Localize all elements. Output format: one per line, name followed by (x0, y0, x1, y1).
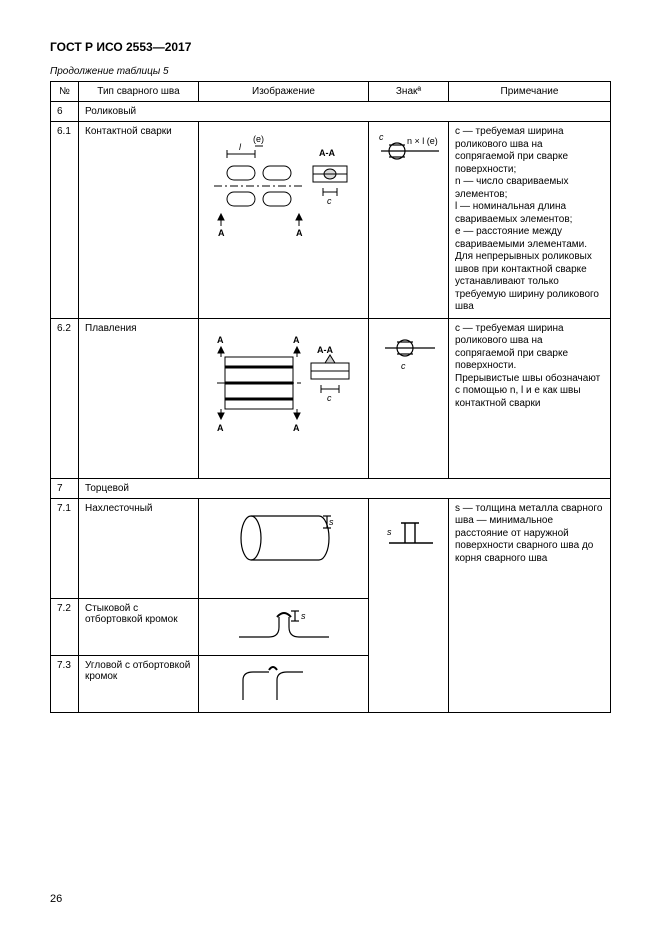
svg-text:А: А (296, 228, 303, 238)
cell-6-2-note: c — требуемая ширина роликового шва на с… (449, 318, 611, 478)
diagram-7-2: s (229, 603, 339, 648)
table-header-row: № Тип сварного шва Изображение Знакª При… (51, 82, 611, 102)
diagram-6-1: l (e) А А А-А (209, 126, 359, 249)
cell-7-type: Торцевой (79, 478, 611, 498)
cell-6-1-image: l (e) А А А-А (199, 122, 369, 319)
svg-text:s: s (387, 527, 392, 537)
cell-7-note: s — толщина металла сварного шва — миним… (449, 498, 611, 712)
col-header-note: Примечание (449, 82, 611, 102)
symbol-seam-icon: c (375, 323, 445, 373)
section-row-6: 6 Роликовый (51, 102, 611, 122)
cell-6-1-num: 6.1 (51, 122, 79, 319)
col-header-image: Изображение (199, 82, 369, 102)
svg-text:c: c (327, 393, 332, 403)
cell-6-2-sign: c (369, 318, 449, 478)
doc-header: ГОСТ Р ИСО 2553—2017 (50, 40, 611, 54)
col-header-num: № (51, 82, 79, 102)
svg-text:А: А (293, 335, 300, 345)
cell-7-2-type: Стыковой с отбортовкой кромок (79, 598, 199, 655)
cell-7-1-num: 7.1 (51, 498, 79, 598)
cell-7-2-image: s (199, 598, 369, 655)
cell-6-1-type: Контактной сварки (79, 122, 199, 319)
svg-text:n × l (e): n × l (e) (407, 136, 438, 146)
svg-text:s: s (301, 611, 306, 621)
cell-7-3-num: 7.3 (51, 655, 79, 712)
svg-text:А-А: А-А (319, 148, 335, 158)
row-7-1: 7.1 Нахлесточный (51, 498, 611, 598)
cell-6-1-sign: c n × l (e) (369, 122, 449, 319)
svg-text:c: c (327, 196, 332, 206)
svg-text:s: s (329, 517, 334, 527)
svg-text:c: c (379, 132, 384, 142)
table-caption: Продолжение таблицы 5 (50, 66, 611, 77)
weld-table: № Тип сварного шва Изображение Знакª При… (50, 81, 611, 713)
diagram-7-3 (229, 660, 339, 705)
svg-text:c: c (401, 361, 406, 371)
cell-7-num: 7 (51, 478, 79, 498)
row-6-1: 6.1 Контактной сварки (51, 122, 611, 319)
page-number: 26 (50, 893, 62, 905)
svg-text:А: А (293, 423, 300, 433)
svg-text:А: А (217, 335, 224, 345)
symbol-seam-icon: c n × l (e) (375, 126, 445, 176)
cell-6-2-image: А А А А А-А (199, 318, 369, 478)
cell-7-sign: s (369, 498, 449, 712)
col-header-sign: Знакª (369, 82, 449, 102)
cell-7-1-image: s (199, 498, 369, 598)
svg-text:А-А: А-А (317, 345, 333, 355)
cell-7-1-type: Нахлесточный (79, 498, 199, 598)
cell-6-2-num: 6.2 (51, 318, 79, 478)
svg-text:А: А (217, 423, 224, 433)
cell-6-type: Роликовый (79, 102, 611, 122)
cell-6-1-note: c — требуемая ширина роликового шва на с… (449, 122, 611, 319)
diagram-6-2: А А А А А-А (209, 323, 359, 446)
cell-7-2-num: 7.2 (51, 598, 79, 655)
cell-7-3-image (199, 655, 369, 712)
svg-text:А: А (218, 228, 225, 238)
cell-6-2-type: Плавления (79, 318, 199, 478)
diagram-7-1: s (229, 503, 339, 573)
cell-7-3-type: Угловой с отбортовкой кромок (79, 655, 199, 712)
row-6-2: 6.2 Плавления (51, 318, 611, 478)
cell-6-num: 6 (51, 102, 79, 122)
section-row-7: 7 Торцевой (51, 478, 611, 498)
symbol-edge-icon: s (375, 503, 445, 563)
col-header-type: Тип сварного шва (79, 82, 199, 102)
svg-text:l: l (239, 142, 242, 152)
svg-text:(e): (e) (253, 134, 264, 144)
